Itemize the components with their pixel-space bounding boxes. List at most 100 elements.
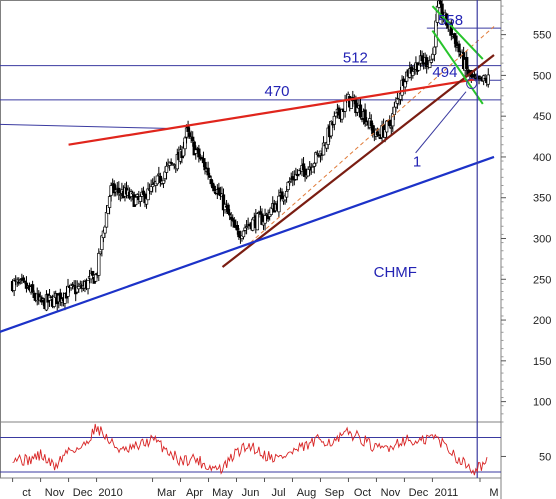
candle-body [244, 226, 249, 228]
candle-body [227, 213, 232, 216]
candle-body [306, 168, 310, 177]
x-tick-label: Mar [157, 487, 176, 499]
candle-body [226, 204, 230, 215]
candle-body [163, 171, 167, 180]
candle-body [277, 195, 281, 213]
candle-body [86, 279, 90, 290]
candle-body [212, 185, 216, 192]
candle-body [243, 227, 247, 231]
candle-body [343, 100, 347, 112]
x-tick-label: 2011 [435, 487, 459, 499]
green-channel-lower [431, 29, 484, 105]
candle-body [151, 184, 155, 188]
candle-body [235, 224, 239, 231]
indicator-axis: 50 [501, 451, 551, 463]
candle-body [321, 142, 326, 156]
candle-body [186, 125, 190, 132]
candle-body [280, 191, 284, 200]
x-tick-label: 2010 [98, 487, 122, 499]
indicator-line [12, 423, 488, 476]
candle-body [15, 279, 19, 283]
candle-body [23, 280, 27, 283]
candle-body [107, 196, 112, 208]
candle-body [118, 194, 123, 196]
price-tick-label: 250 [533, 274, 551, 286]
candle-body [77, 286, 81, 290]
x-axis: ct Nov Dec 2010 Mar Apr May Jun Jul Aug Sep Oct Nov D… [0, 477, 501, 499]
red-resistance-trendline [68, 78, 475, 146]
candle-body [94, 274, 98, 282]
price-tick-label: 450 [533, 111, 551, 123]
x-tick-label: ct [22, 487, 31, 499]
candle-body [255, 213, 260, 231]
wave-label: 1 [413, 154, 421, 171]
candle-body [207, 175, 212, 178]
candle-body [90, 270, 95, 276]
x-tick-label: M [489, 487, 498, 499]
candle-body [78, 283, 82, 286]
price-tick-label: 350 [533, 193, 551, 205]
candle-body [403, 81, 407, 88]
candle-body [134, 196, 138, 206]
candle-body [429, 59, 433, 63]
price-tick-label: 550 [533, 30, 551, 42]
x-tick-label: Jun [242, 487, 260, 499]
candle-body [135, 194, 139, 197]
candle-body [98, 251, 102, 255]
candle-body [103, 226, 107, 234]
candle-body [206, 167, 210, 176]
candle-body [104, 212, 109, 228]
candle-body [288, 181, 292, 184]
candle-body [251, 218, 255, 231]
level-lines [0, 27, 501, 129]
candle-body [237, 231, 241, 238]
ticker-label: CHMF [374, 264, 417, 281]
candle-body [191, 136, 195, 141]
price-tick-label: 200 [533, 315, 551, 327]
candle-body [358, 104, 363, 118]
candle-body [263, 215, 267, 224]
candle-body [117, 187, 121, 194]
brown-support-trendline [221, 54, 495, 268]
candle-body [286, 181, 290, 190]
candle-body [389, 127, 393, 129]
candle-body [155, 175, 159, 185]
candle-body [297, 170, 301, 175]
candle-body [146, 188, 150, 201]
candle-body [97, 252, 101, 276]
candles [10, 0, 490, 312]
candle-body [138, 196, 143, 202]
lead-in-line [0, 123, 167, 129]
candle-body [21, 277, 26, 281]
indicator-panel [0, 423, 501, 476]
candle-body [417, 64, 421, 71]
candle-body [114, 189, 118, 193]
candle-body [315, 153, 320, 155]
candle-body [454, 35, 458, 48]
candle-body [337, 107, 341, 116]
candle-body [312, 162, 316, 167]
level-label-470: 470 [264, 83, 289, 100]
candle-body [131, 192, 135, 195]
candle-body [332, 115, 336, 125]
candle-body [164, 165, 169, 173]
x-tick-label: Apr [186, 487, 203, 499]
x-tick-label: Dec [409, 487, 429, 499]
price-tick-label: 100 [533, 397, 551, 409]
candle-body [377, 134, 381, 137]
level-label-494: 494 [432, 64, 457, 81]
price-tick-label: 400 [533, 152, 551, 164]
candle-body [169, 162, 173, 164]
indicator-tick-label: 50 [539, 451, 551, 463]
candle-body [392, 106, 397, 115]
annotations: 558 512 494 470 1 CHMF [264, 12, 463, 281]
level-label-512: 512 [343, 49, 368, 66]
x-tick-label: Sep [325, 487, 345, 499]
candle-body [465, 57, 469, 69]
price-tick-label: 500 [533, 70, 551, 82]
candle-body [457, 43, 461, 53]
blue-support-trendline [0, 155, 495, 333]
candle-body [472, 74, 477, 77]
candle-body [311, 166, 315, 173]
